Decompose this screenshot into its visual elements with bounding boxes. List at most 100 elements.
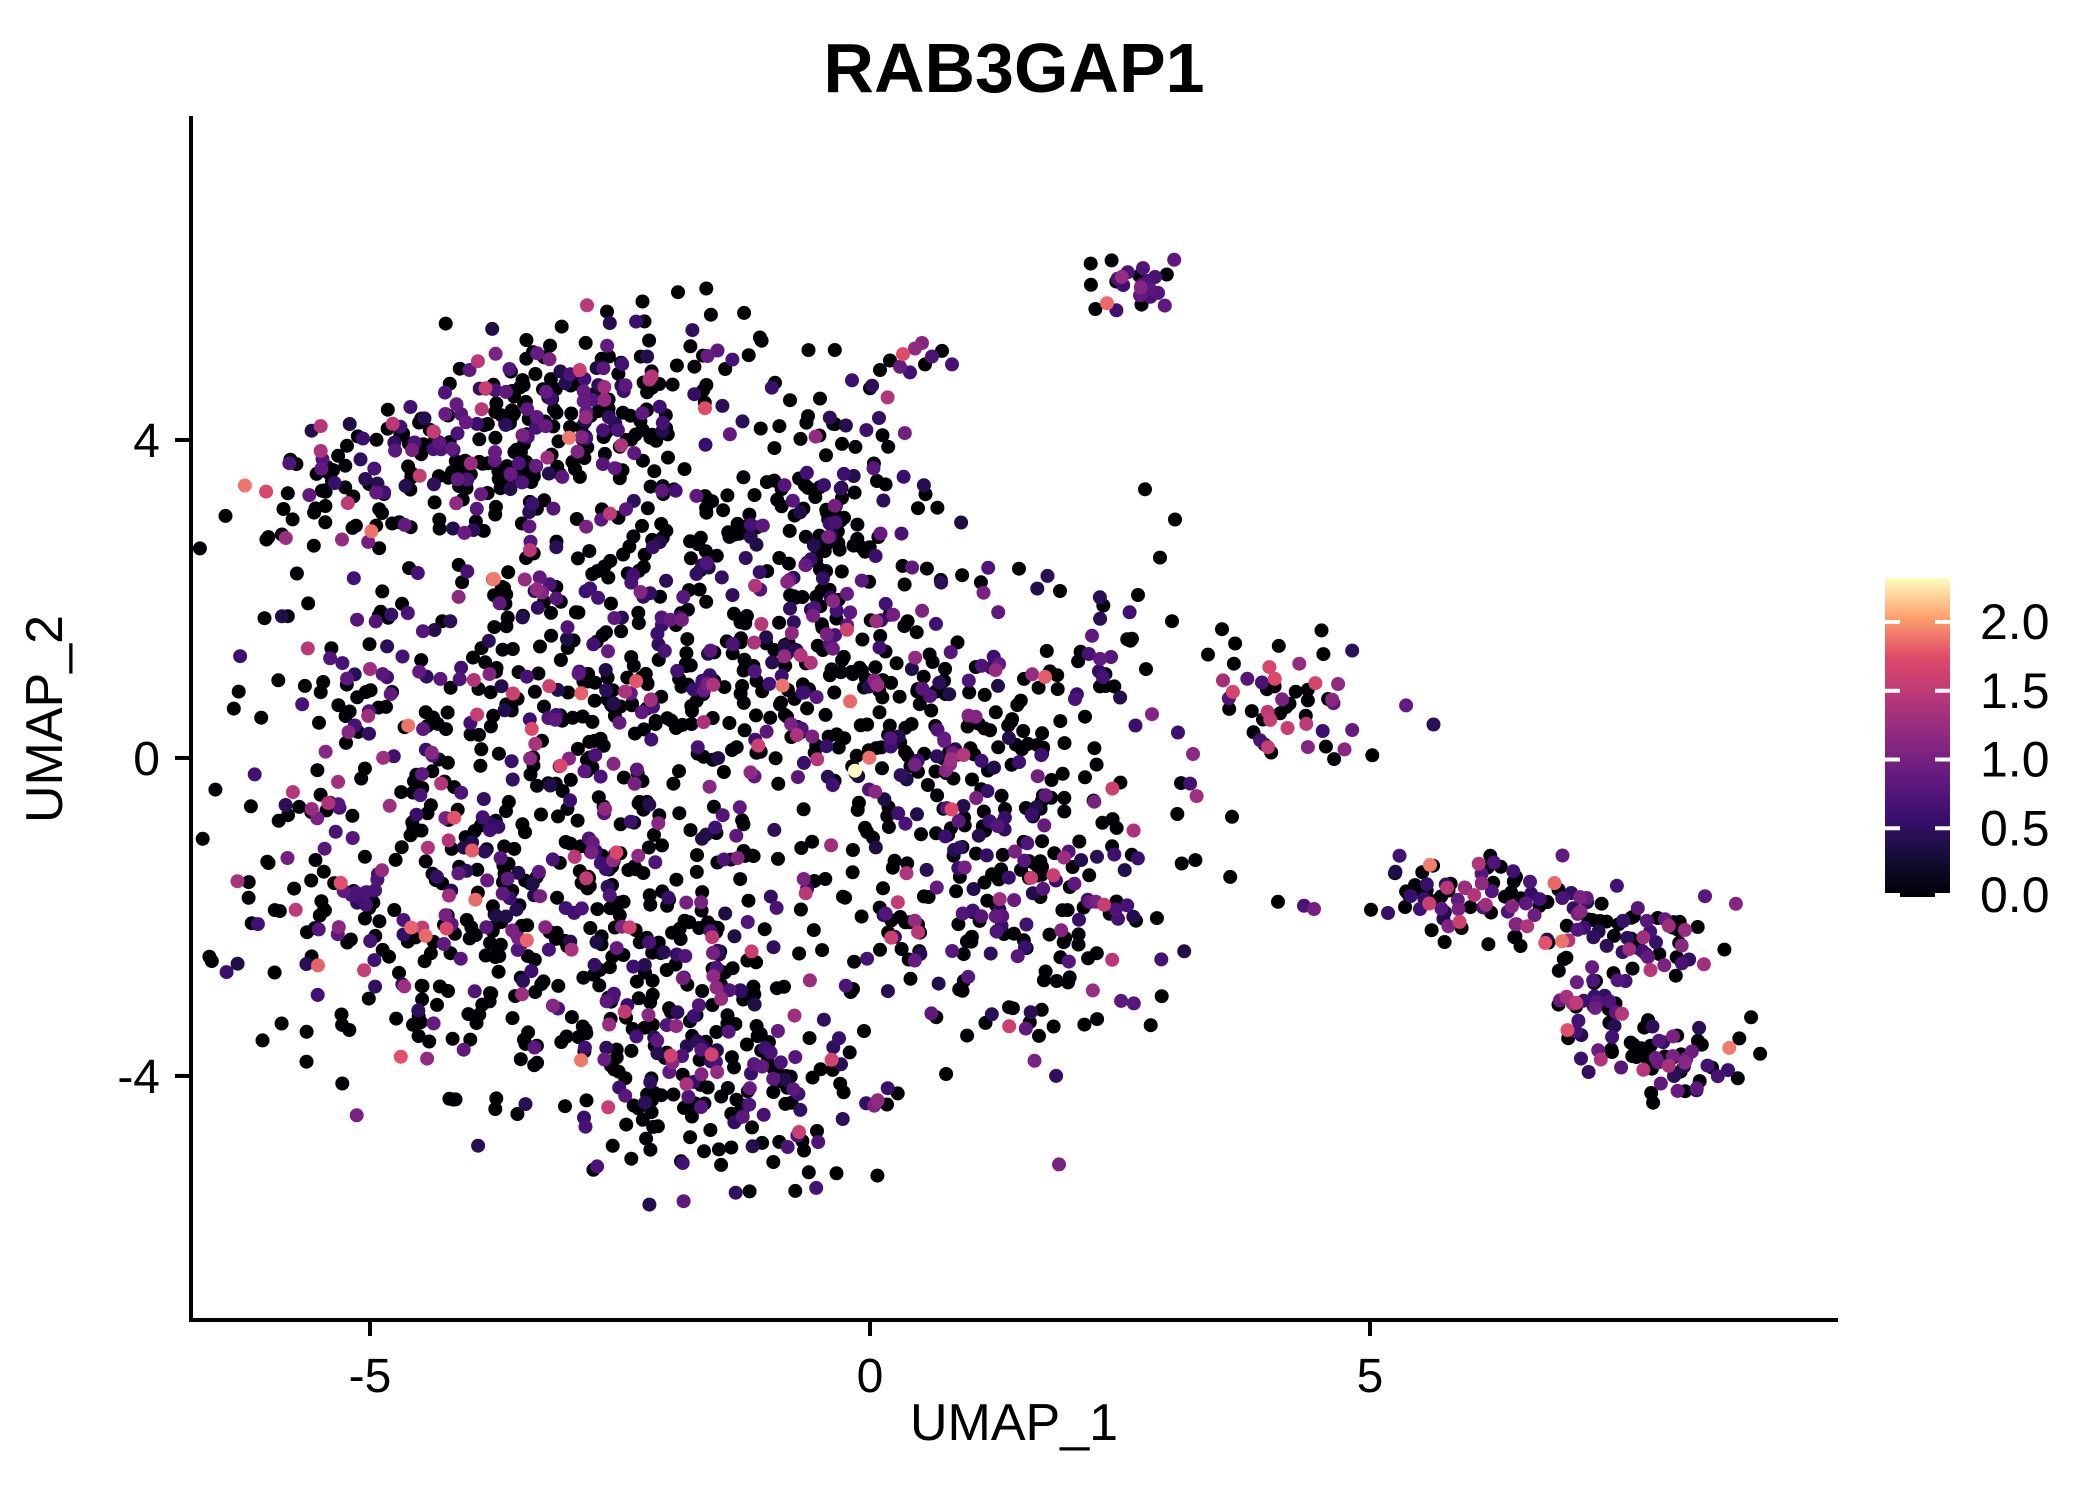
data-point [350, 612, 365, 627]
data-point [578, 335, 593, 350]
data-point [543, 778, 558, 793]
data-point [1586, 973, 1601, 988]
data-point [563, 420, 578, 434]
colorbar-tick-mark [1935, 757, 1950, 762]
data-point [957, 860, 972, 875]
data-point [686, 1009, 701, 1024]
data-point [727, 929, 742, 944]
data-point [1087, 741, 1102, 756]
data-point [951, 814, 966, 829]
data-point [709, 980, 724, 995]
data-point [1616, 914, 1631, 928]
data-point [1694, 1037, 1709, 1052]
data-point [1019, 917, 1034, 932]
data-point [314, 461, 329, 476]
data-point [418, 854, 433, 869]
data-point [748, 578, 763, 593]
data-point [743, 530, 758, 544]
data-point [601, 410, 616, 425]
data-point [318, 744, 333, 759]
data-point [415, 992, 430, 1007]
data-point [969, 846, 983, 861]
data-point [379, 699, 393, 714]
data-point [543, 338, 557, 353]
data-point [526, 469, 541, 484]
data-point [426, 1016, 441, 1031]
data-point [742, 1081, 757, 1096]
data-point [991, 678, 1005, 693]
data-point [716, 765, 731, 779]
data-point [528, 367, 543, 381]
data-point [1120, 898, 1135, 913]
data-point [1225, 809, 1239, 824]
data-point [833, 1076, 848, 1091]
data-point [423, 946, 438, 961]
data-point [549, 405, 564, 420]
data-point [626, 658, 641, 673]
data-point [549, 591, 564, 606]
colorbar-tick-label: 1.5 [1980, 663, 2050, 719]
data-point [929, 749, 944, 764]
data-point [916, 478, 931, 493]
data-point [1625, 1049, 1640, 1064]
data-point [836, 466, 851, 481]
data-point [706, 799, 721, 814]
y-tick-label: -4 [117, 1051, 160, 1104]
data-point [1292, 656, 1307, 671]
data-point [640, 385, 655, 400]
data-point [1071, 937, 1086, 952]
data-point [792, 946, 807, 961]
data-point [510, 1107, 525, 1121]
data-point [579, 1093, 594, 1108]
data-point [1078, 770, 1092, 785]
data-point [333, 875, 348, 890]
data-point [1122, 605, 1137, 620]
data-point [687, 359, 702, 374]
data-point [710, 1065, 725, 1079]
data-point [716, 503, 731, 518]
data-point [777, 979, 791, 994]
data-point [633, 585, 648, 599]
data-point [689, 864, 704, 879]
data-point [564, 942, 579, 957]
data-point [1316, 647, 1331, 662]
data-point [1025, 667, 1040, 682]
data-point [590, 1159, 605, 1174]
data-point [894, 942, 909, 956]
data-point [643, 479, 658, 494]
data-point [574, 686, 589, 701]
data-point [442, 888, 456, 903]
data-point [1505, 899, 1519, 914]
data-point [523, 751, 538, 766]
data-point [454, 660, 469, 675]
data-point [403, 400, 418, 414]
data-point [840, 622, 854, 637]
data-point [697, 1144, 711, 1159]
data-point [614, 624, 629, 639]
data-point [931, 976, 946, 991]
data-point [809, 1180, 824, 1195]
data-point [551, 809, 565, 824]
data-point [796, 685, 811, 700]
data-point [564, 406, 579, 421]
data-point [838, 418, 853, 433]
data-point [783, 601, 797, 616]
data-point [583, 921, 598, 935]
data-point [527, 684, 542, 699]
data-point [988, 909, 1003, 924]
data-point [515, 428, 530, 443]
data-point [1053, 714, 1068, 729]
data-point [255, 1033, 270, 1048]
data-point [470, 354, 485, 369]
data-point [1240, 671, 1255, 686]
data-point [427, 623, 442, 637]
data-point [372, 914, 387, 929]
data-point [643, 1142, 658, 1157]
data-point [1226, 656, 1241, 671]
data-point [1018, 1021, 1033, 1036]
data-point [316, 864, 331, 879]
data-point [822, 410, 837, 425]
data-point [730, 851, 745, 866]
data-point [522, 543, 537, 558]
